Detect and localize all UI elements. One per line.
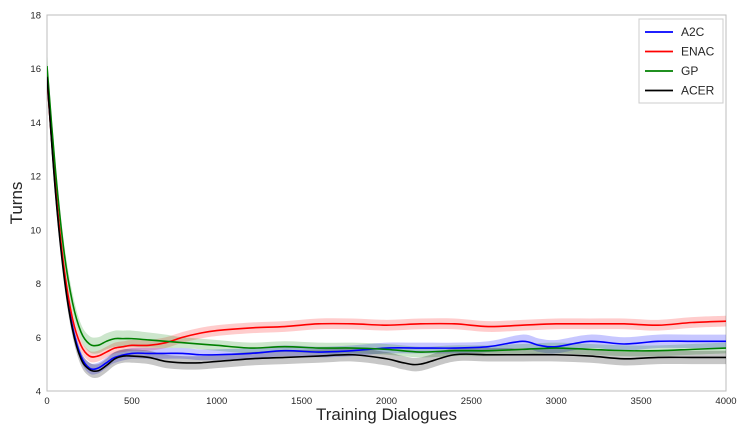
- y-tick-label: 6: [36, 333, 41, 344]
- y-tick-label: 16: [30, 64, 41, 75]
- axis-ticks: 0 500 1000 1500 2000 2500 3000 3500 4000 4 6 8 10 12 1…: [30, 11, 736, 408]
- x-axis-label: Training Dialogues: [316, 405, 457, 424]
- plot-frame: [46, 14, 727, 392]
- series-line-a2c: [47, 74, 726, 371]
- series-line-gp: [47, 65, 726, 353]
- x-tick-label: 2000: [376, 396, 397, 407]
- y-tick-label: 10: [30, 225, 41, 236]
- legend: A2C ENAC GP ACER: [638, 18, 724, 104]
- x-tick-label: 1500: [291, 396, 312, 407]
- y-axis-label: Turns: [7, 182, 26, 225]
- series-line-acer: [47, 76, 726, 373]
- x-tick-label: 1000: [206, 396, 227, 407]
- x-tick-label: 0: [44, 396, 49, 407]
- series-lines: [47, 65, 726, 373]
- confidence-bands: [47, 56, 726, 378]
- x-tick-label: 500: [124, 396, 140, 407]
- y-tick-label: 18: [30, 11, 41, 22]
- legend-label-acer: ACER: [681, 84, 715, 98]
- legend-label-a2c: A2C: [681, 25, 705, 39]
- plot-area: [46, 14, 727, 392]
- series-line-enac: [47, 79, 726, 358]
- x-tick-label: 3000: [546, 396, 567, 407]
- x-tick-label: 2500: [461, 396, 482, 407]
- series-band-a2c: [47, 64, 726, 375]
- x-tick-label: 4000: [715, 396, 736, 407]
- y-tick-label: 8: [36, 279, 41, 290]
- y-tick-label: 12: [30, 172, 41, 183]
- y-tick-label: 14: [30, 118, 41, 129]
- y-tick-label: 4: [36, 387, 41, 398]
- legend-label-gp: GP: [681, 64, 698, 78]
- legend-label-enac: ENAC: [681, 45, 715, 59]
- legend-box: [638, 18, 724, 104]
- x-tick-label: 3500: [631, 396, 652, 407]
